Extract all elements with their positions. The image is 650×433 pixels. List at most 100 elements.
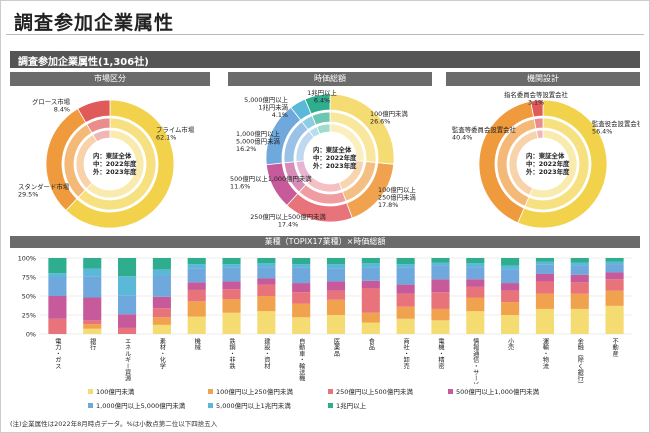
bar-segment-14-2 [535,281,554,294]
bar-segment-4-6 [187,258,206,265]
donut-slice-1-1-6 [311,111,331,126]
bar-segment-0-5 [48,273,67,277]
donut-slice-2-2-0 [517,99,608,229]
bar-segment-14-6 [535,258,554,262]
bar-segment-14-4 [535,264,554,274]
donut-center-label: 外：2023年度 [313,161,357,170]
donut-hole [518,139,568,189]
bar-segment-5-5 [222,264,241,268]
bar-segment-7-0 [292,317,311,334]
bar-segment-13-4 [501,269,520,284]
industry-stacked-bar-chart: 100% 75% 50% 25% 0% 電力・ガス 銀行 エネルギー資源 素材・化学 機械 鉄鋼・非… [18,255,632,384]
bar-segment-8-2 [326,290,346,300]
industry-chart-title: 業種（TOPIX17業種）×時価総額 [10,236,640,248]
section-banner: 調査参加企業属性(1,306社) [10,51,640,68]
legend-item: 1兆円以上 [328,400,366,410]
bar-segment-3-4 [152,275,171,297]
x-tick-label: 情報通信・サービスその他 [472,337,479,384]
bar-segment-2-2 [118,327,137,334]
bar-segment-1-6 [83,258,102,269]
bar-segment-11-6 [431,258,450,263]
bar-segment-1-3 [83,297,102,321]
bar-segment-11-2 [431,292,450,309]
bar-segment-2-6 [118,258,137,277]
bar-segment-7-3 [292,283,311,293]
bar-segment-2-4 [118,295,137,315]
bar-segment-10-2 [396,293,415,307]
bar-segment-9-6 [361,258,380,264]
donut-center-label: 内：東証全体 [526,151,565,160]
donut-center-label: 外：2023年度 [93,167,137,176]
bar-segment-15-6 [570,258,589,263]
donut-hole [85,139,135,189]
bar-segment-12-4 [466,267,485,280]
bar-segment-16-5 [605,261,624,265]
bar-segment-0-3 [48,296,67,319]
x-tick-label: 機械 [193,337,200,351]
bar-segment-0-2 [48,318,67,334]
y-tick-label: 25% [22,312,36,320]
bar-segment-6-2 [257,284,276,296]
donut-slice-2-2-2 [530,99,544,118]
donut-slice-1-0-6 [316,123,331,135]
slice-label-2-1: 監査等委員会設置会社 40.4% [452,125,517,142]
x-tick-label: 金融（除く銀行） [576,337,583,384]
bar-segment-7-1 [292,303,311,318]
legend-swatch [208,388,213,394]
bar-segment-12-6 [466,258,485,264]
legend-label: 1,000億円以上5,000億円未満 [96,402,186,410]
bar-segment-11-4 [431,265,450,280]
x-tick-label: 食品 [367,337,374,351]
legend-item: 100億円未満 [88,386,134,396]
bar-segment-10-0 [396,318,415,334]
page-title: 調査参加企業属性 [14,12,175,34]
legend-swatch [328,388,333,394]
bar-segment-3-1 [152,317,171,325]
bar-segment-1-4 [83,276,102,298]
bar-segment-4-0 [187,316,206,334]
slice-label-0-2: グロース市場 8.4% [32,97,71,114]
bar-segment-1-2 [83,320,102,325]
bar-segment-11-5 [431,262,450,266]
bar-segment-13-0 [501,315,520,334]
donut-slice-0-2-0 [65,99,175,229]
legend-label: 1兆円以上 [336,402,367,410]
bar-segment-14-0 [535,308,554,334]
slice-label-1-5: 5,000億円以上 1兆円未満 4.1% [244,95,288,119]
bar-segment-5-6 [222,258,241,265]
bar-segment-16-3 [605,272,624,280]
bar-segment-6-6 [257,258,276,264]
bar-segment-10-5 [396,264,415,268]
bar-segment-15-4 [570,265,589,275]
donut-hole [305,133,355,183]
bar-segment-12-3 [466,279,485,287]
slice-label-1-6: 1兆円以上 6.4% [307,88,337,105]
bar-segment-3-3 [152,296,171,309]
legend-swatch [88,388,93,394]
donut-slice-2-1-2 [533,117,544,130]
bar-segment-15-0 [570,308,589,334]
bar-segment-9-1 [361,312,380,323]
slice-label-0-1: スタンダード市場 29.5% [18,182,70,199]
bar-segment-1-5 [83,268,102,277]
bar-segment-13-6 [501,258,520,266]
bar-segment-14-3 [535,273,554,282]
bar-segment-5-4 [222,267,241,282]
bar-segment-15-1 [570,293,589,309]
bar-segment-0-4 [48,277,67,296]
bar-segment-4-1 [187,301,206,317]
legend-item: 250億円以上500億円未満 [328,386,413,396]
donut-slice-0-2-2 [77,99,111,124]
bar-segment-2-3 [118,314,137,328]
bar-segment-10-3 [396,284,415,294]
bar-segment-5-1 [222,299,241,313]
legend-item: 5,000億円以上1兆円未満 [208,400,291,410]
slice-label-2-2: 指名委員会等設置会社 3.1% [504,90,569,107]
bar-segment-3-0 [152,324,171,334]
marketcap-chart-title: 時価総額 [228,72,432,86]
bar-segment-3-6 [152,258,171,270]
bar-segment-16-0 [605,305,624,334]
bar-segment-8-0 [326,315,346,334]
